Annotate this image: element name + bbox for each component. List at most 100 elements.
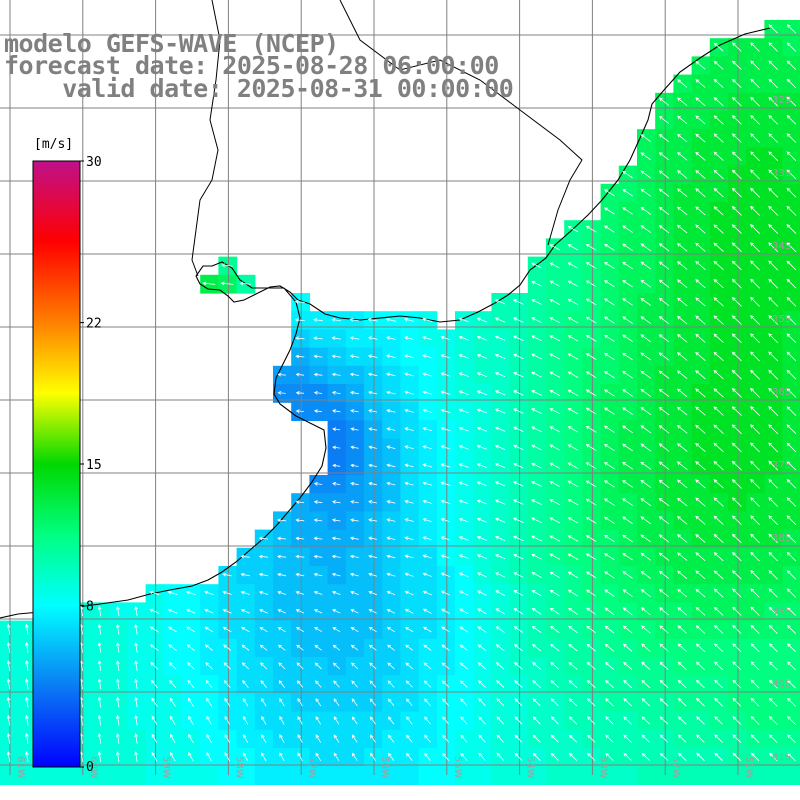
coastline-path — [0, 27, 771, 619]
field-cell — [782, 74, 800, 94]
lat-label: 37S — [772, 460, 791, 471]
lon-label: 60W — [88, 756, 99, 779]
colorbar-tick-label: 22 — [86, 317, 102, 332]
field-cell — [163, 766, 183, 785]
field-cell — [291, 766, 310, 785]
field-cell — [782, 183, 800, 203]
field-cell — [782, 129, 800, 148]
field-cell — [782, 438, 800, 458]
field-cell — [728, 766, 747, 785]
field-cell — [145, 766, 165, 785]
field-cell — [746, 766, 765, 785]
lat-label: 38S — [772, 533, 791, 544]
field-cell — [782, 766, 800, 785]
colorbar-strip — [32, 160, 81, 768]
lon-label: 61W — [15, 756, 26, 779]
field-cell — [764, 766, 784, 785]
field-cell — [109, 766, 128, 785]
lon-label: 58W — [233, 756, 244, 779]
wind-arrows — [6, 24, 797, 763]
colorbar-tick-label: 30 — [86, 155, 102, 170]
field-cell — [72, 766, 92, 785]
lon-label: 52W — [670, 756, 681, 779]
field-cell — [782, 56, 800, 76]
colorbar-tick-label: 8 — [86, 599, 94, 614]
title-model: modelo GEFS-WAVE (NCEP) — [4, 29, 339, 58]
field-cell — [309, 766, 329, 785]
field-cell — [782, 256, 800, 276]
lat-label: 34S — [772, 241, 791, 252]
lon-label: 57W — [306, 756, 317, 779]
field-cell — [436, 766, 456, 785]
field-cell — [782, 202, 800, 221]
border-line — [339, 0, 583, 246]
field-cell — [491, 766, 511, 785]
lon-label: 54W — [525, 756, 536, 779]
coastline — [0, 0, 771, 619]
lon-label: 53W — [597, 756, 608, 779]
field-cell — [782, 111, 800, 130]
field-cell — [691, 766, 711, 785]
field-cell — [782, 38, 800, 57]
field-cell — [782, 329, 800, 349]
field-cell — [782, 602, 800, 622]
field-cell — [637, 766, 656, 785]
field-cell — [0, 766, 19, 785]
field-cell — [782, 638, 800, 658]
field-cell — [782, 729, 800, 749]
field-cell — [18, 766, 37, 785]
field-cell — [782, 20, 800, 39]
field-cell — [782, 675, 800, 694]
field-cell — [509, 766, 529, 785]
field-cell — [382, 766, 401, 785]
field-cell — [673, 766, 693, 785]
lat-label: 33S — [772, 168, 791, 179]
colorbar-tick-label: 15 — [86, 458, 102, 473]
field-cell — [782, 711, 800, 731]
field-cell — [782, 693, 800, 713]
field-cell — [782, 475, 800, 494]
colorbar-ticks: 30 22 15 8 0 — [80, 155, 102, 775]
latitude-labels: 32S 33S 34S 35S 36S 37S 38S 39S 40S 41S — [772, 95, 791, 763]
lon-label: 55W — [452, 756, 463, 779]
field-cell — [364, 766, 383, 785]
title-valid-date: valid date: 2025-08-31 00:00:00 — [4, 74, 514, 103]
lon-label: 51W — [743, 756, 754, 779]
field-cell — [200, 766, 219, 785]
lat-label: 39S — [772, 606, 791, 617]
field-cell — [782, 657, 800, 676]
field-cell — [782, 347, 800, 367]
field-cell — [782, 566, 800, 585]
border-line — [191, 0, 221, 277]
field-cell — [455, 766, 474, 785]
field-cell — [782, 420, 800, 440]
lat-label: 35S — [772, 314, 791, 325]
lon-label: 56W — [379, 756, 390, 779]
field-cell — [418, 766, 438, 785]
field-cell — [345, 766, 365, 785]
colorbar-tick-label: 0 — [86, 760, 94, 775]
field-cell — [54, 766, 74, 785]
field-cell — [473, 766, 492, 785]
lat-lon-grid — [0, 0, 800, 775]
field-cell — [91, 766, 110, 785]
field-cell — [655, 766, 674, 785]
field-cell — [782, 402, 800, 421]
field-cell — [782, 274, 800, 294]
field-cell — [582, 766, 602, 785]
field-cell — [782, 584, 800, 603]
lat-label: 40S — [772, 679, 791, 690]
field-cell — [546, 766, 565, 785]
field-cell — [782, 293, 800, 312]
field-cell — [782, 511, 800, 531]
field-cell — [782, 620, 800, 640]
title-forecast-date: forecast date: 2025-08-28 06:00:00 — [4, 51, 499, 80]
field-cell — [782, 147, 800, 167]
field-cell — [709, 766, 729, 785]
field-cell — [782, 748, 800, 767]
lat-label: 32S — [772, 95, 791, 106]
field-cell — [782, 365, 800, 385]
field-cell — [127, 766, 147, 785]
lat-label: 36S — [772, 387, 791, 398]
